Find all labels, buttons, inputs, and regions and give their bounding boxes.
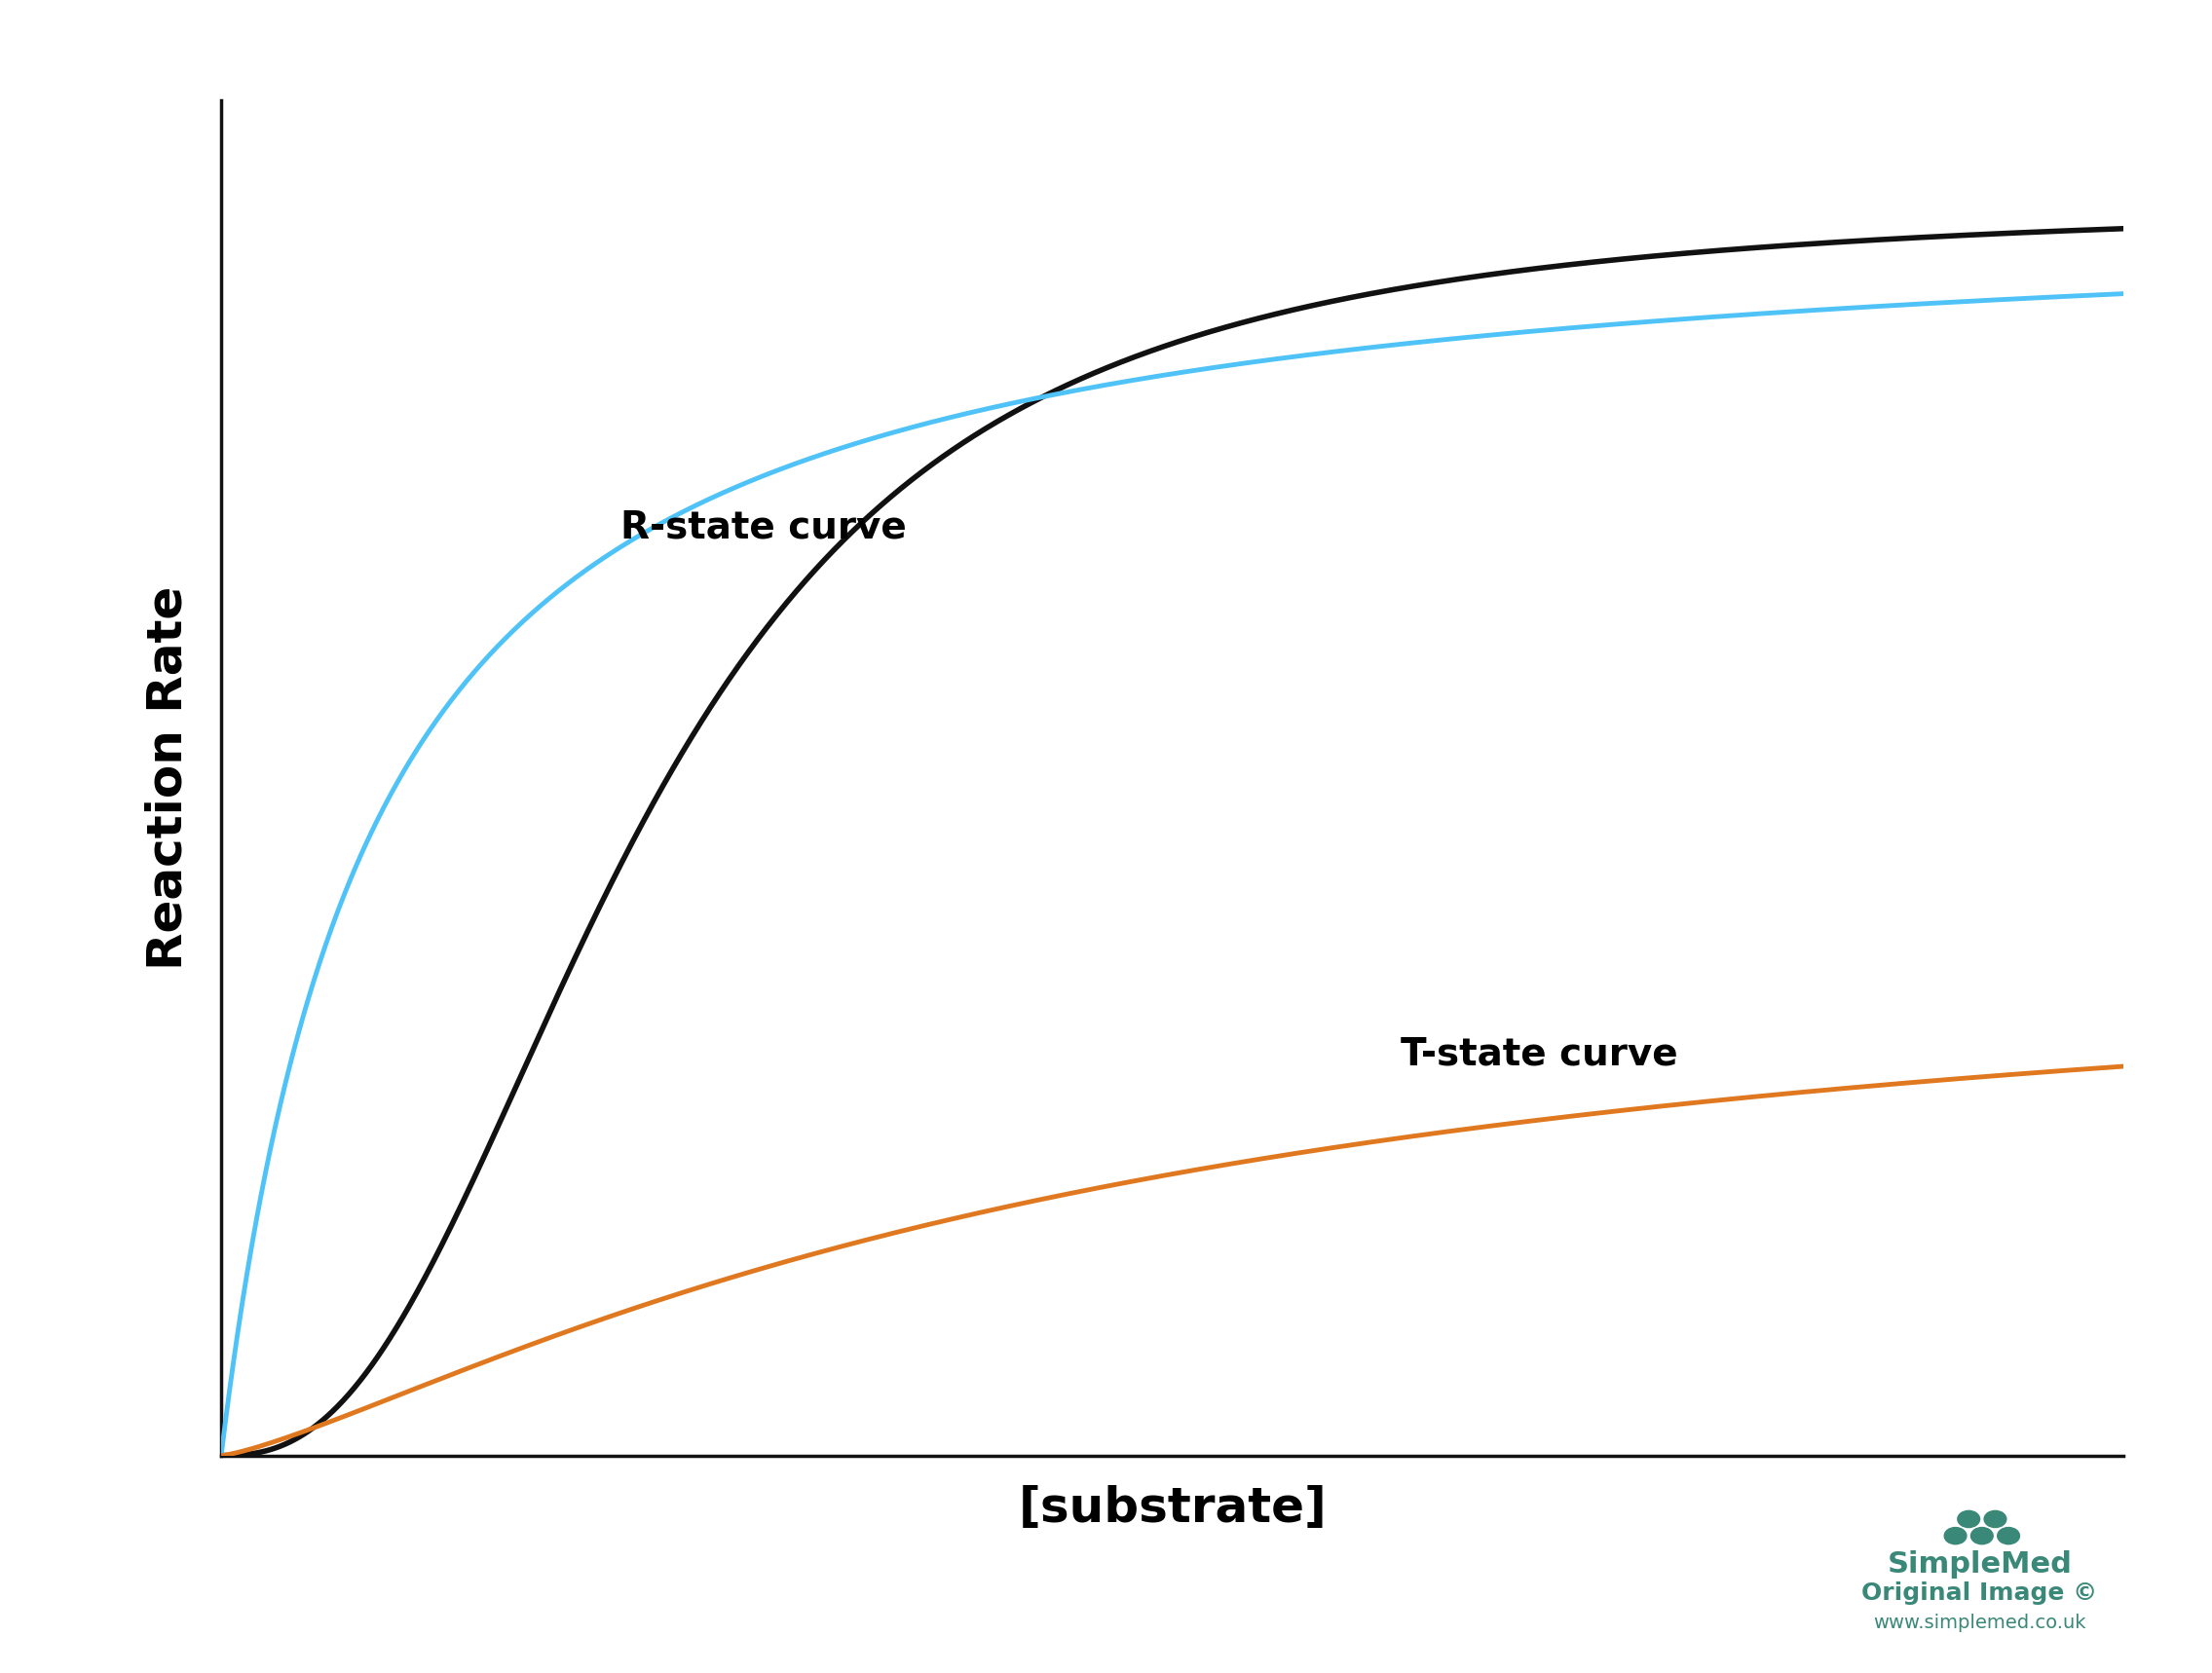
Y-axis label: Reaction Rate: Reaction Rate (144, 586, 192, 970)
Text: R-state curve: R-state curve (622, 509, 907, 545)
Text: SimpleMed: SimpleMed (1887, 1551, 2073, 1578)
X-axis label: [substrate]: [substrate] (1018, 1486, 1327, 1532)
Text: www.simplemed.co.uk: www.simplemed.co.uk (1874, 1613, 2086, 1633)
Text: Original Image ©: Original Image © (1863, 1581, 2097, 1604)
Text: T-state curve: T-state curve (1400, 1036, 1679, 1072)
